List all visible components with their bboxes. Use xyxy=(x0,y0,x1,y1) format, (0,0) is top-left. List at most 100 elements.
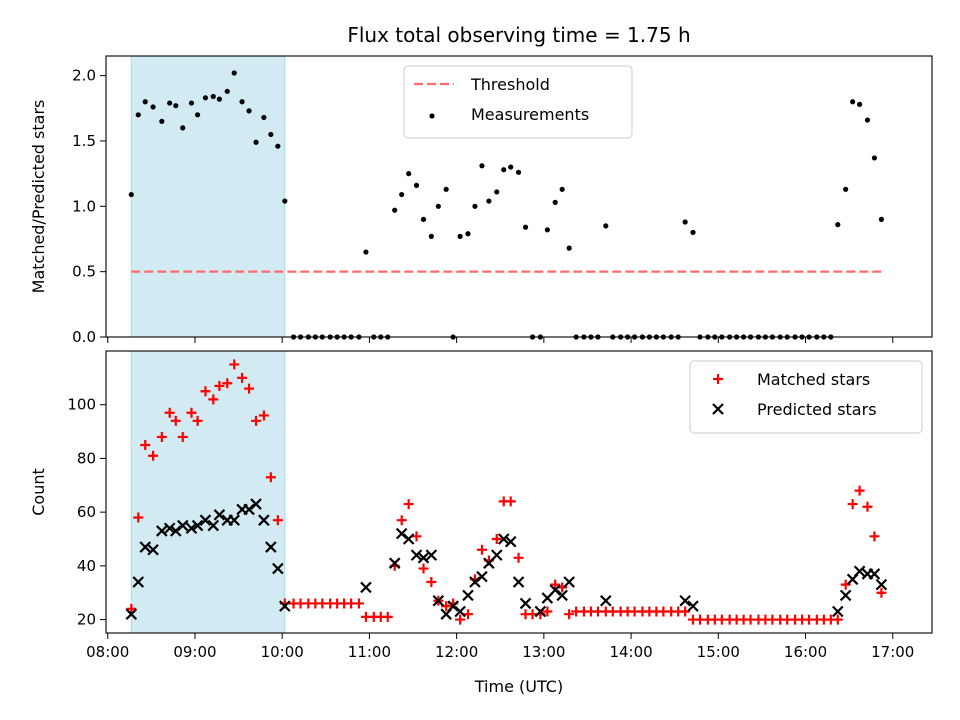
measurement-point xyxy=(494,189,500,195)
legend-matched-swatch xyxy=(713,374,723,384)
measurement-point xyxy=(261,114,267,121)
matched-star-point xyxy=(258,410,269,421)
y-tick-label: 0.0 xyxy=(72,328,96,346)
matched-star-point xyxy=(403,499,414,510)
measurement-point xyxy=(413,182,420,188)
matched-star-point xyxy=(156,431,167,442)
measurement-point xyxy=(282,198,288,204)
matched-star-point xyxy=(832,614,843,625)
measurement-point xyxy=(150,104,156,110)
measurement-point xyxy=(552,199,558,205)
matched-star-point xyxy=(876,587,887,598)
measurement-point xyxy=(253,139,259,145)
y-tick-label: 40 xyxy=(77,557,96,575)
predicted-star-point xyxy=(163,522,176,535)
y-axis-label: Count xyxy=(29,468,48,516)
x-tick-label: 14:00 xyxy=(609,643,652,661)
matched-star-point xyxy=(564,609,575,620)
measurement-point xyxy=(508,164,514,170)
measurement-point xyxy=(231,70,237,76)
observing-span-shading xyxy=(130,350,286,634)
measurement-point xyxy=(210,93,216,100)
predicted-star-point xyxy=(185,522,198,535)
measurement-point xyxy=(465,231,471,237)
matched-star-point xyxy=(148,450,159,461)
predicted-star-point xyxy=(556,589,568,602)
predicted-star-point xyxy=(549,584,561,596)
predicted-star-point xyxy=(125,608,138,620)
measurement-point xyxy=(435,203,441,209)
x-tick-label: 11:00 xyxy=(348,643,391,661)
predicted-star-point xyxy=(534,605,547,618)
predicted-star-point xyxy=(199,514,212,526)
measurement-point xyxy=(167,100,173,106)
measurement-point xyxy=(239,99,245,105)
predicted-star-point xyxy=(853,565,866,578)
measurement-point xyxy=(406,171,412,177)
x-tick-label: 12:00 xyxy=(435,643,478,661)
measurement-point xyxy=(559,186,565,192)
bottom-panel-counts: 20 40 60 80 100 08:00 09:00 10:00 11:00 12:00 13:0… xyxy=(29,350,933,661)
y-tick-label: 1.5 xyxy=(72,132,96,150)
predicted-star-point xyxy=(132,576,145,588)
matched-star-point xyxy=(847,499,858,510)
matched-star-point xyxy=(251,415,262,426)
y-tick-label: 80 xyxy=(77,449,96,467)
measurement-point xyxy=(479,163,485,169)
y-tick-label: 1.0 xyxy=(72,197,96,215)
predicted-star-point xyxy=(875,578,888,591)
x-tick-label: 16:00 xyxy=(784,643,827,661)
axes-frame xyxy=(105,55,933,338)
y-tick-label: 20 xyxy=(77,611,96,629)
matched-star-point xyxy=(229,359,240,370)
measurement-point xyxy=(457,233,463,239)
predicted-star-point xyxy=(839,589,852,602)
legend-label: Measurements xyxy=(471,105,589,124)
measurement-point xyxy=(878,216,885,222)
measurement-point xyxy=(159,118,165,124)
measurement-point xyxy=(835,222,841,228)
matched-star-point xyxy=(840,579,851,590)
predicted-star-point xyxy=(563,576,575,588)
predicted-star-point xyxy=(191,519,204,532)
measurement-point xyxy=(486,198,492,204)
predicted-star-point xyxy=(176,519,189,532)
predicted-star-point xyxy=(454,605,466,618)
predicted-star-point xyxy=(228,514,240,526)
predicted-star-point xyxy=(360,581,372,594)
y-tick-label: 0.5 xyxy=(72,263,96,281)
legend-measurement-swatch xyxy=(429,113,435,119)
measurement-point xyxy=(363,249,369,255)
predicted-star-point xyxy=(402,533,415,545)
measurement-point xyxy=(188,100,195,106)
matched-star-point xyxy=(411,531,422,542)
measurement-point xyxy=(544,227,550,233)
predicted-star-point xyxy=(250,498,262,510)
measurement-point xyxy=(857,101,863,107)
chart-title: Flux total observing time = 1.75 h xyxy=(347,23,690,47)
measurement-point xyxy=(515,169,522,175)
predicted-star-point xyxy=(272,562,284,575)
measurement-point xyxy=(443,186,449,192)
measurement-point xyxy=(399,191,405,198)
measurement-point xyxy=(603,223,609,229)
legend-label: Threshold xyxy=(470,75,550,94)
matched-star-point xyxy=(140,440,151,450)
measurement-point xyxy=(420,216,427,222)
measurement-point xyxy=(180,125,186,131)
matched-star-point xyxy=(426,576,437,587)
measurement-point xyxy=(566,245,572,251)
predicted-star-point xyxy=(265,541,277,553)
legend: Threshold Measurements xyxy=(403,65,633,139)
matched-star-point xyxy=(513,552,524,563)
predicted-star-point xyxy=(679,594,691,607)
predicted-star-point xyxy=(425,549,438,561)
predicted-star-point xyxy=(476,570,488,583)
legend: Matched stars Predicted stars xyxy=(689,360,923,434)
measurement-point xyxy=(392,207,398,213)
matched-star-point xyxy=(126,603,137,614)
x-tick-label: 15:00 xyxy=(697,643,740,661)
measurement-point xyxy=(202,95,209,101)
matched-star-point xyxy=(396,515,407,526)
legend-label: Matched stars xyxy=(757,370,870,389)
